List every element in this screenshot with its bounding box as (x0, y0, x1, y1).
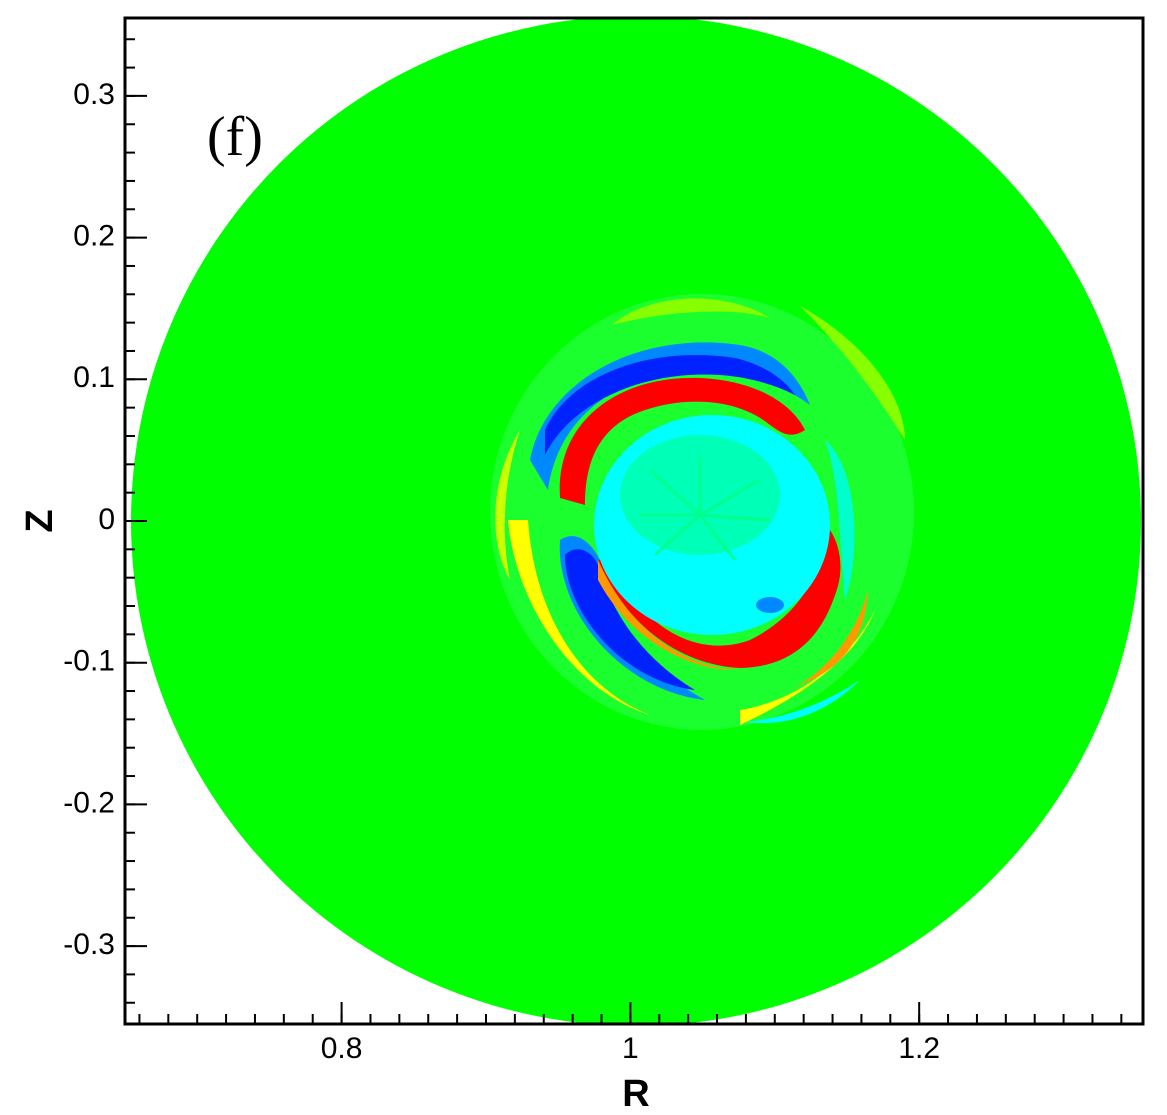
y-tick-label: -0.1 (63, 645, 115, 678)
x-tick-label: 0.8 (321, 1032, 363, 1065)
mode-structure (490, 294, 914, 730)
x-tick-label: 1.2 (898, 1032, 940, 1065)
y-axis-label: Z (19, 509, 61, 532)
red-arc-lower-edge (598, 560, 740, 671)
core-star (640, 455, 771, 561)
x-axis-ticks: 0.8 1 1.2 (138, 1002, 1123, 1065)
y-tick-label: -0.2 (63, 786, 115, 819)
outer-crescent-left (495, 430, 520, 580)
y-tick-label: 0.1 (73, 361, 115, 394)
y-tick-label: -0.3 (63, 928, 115, 961)
y-axis-ticks: 0.3 0.2 0.1 0 -0.1 -0.2 -0.3 (63, 38, 147, 1004)
cyan-outer-bottom (745, 680, 860, 724)
yellow-arc-lower-left (508, 520, 650, 715)
yellow-arc-lower-right (740, 610, 875, 725)
x-tick-label: 1 (622, 1032, 639, 1065)
red-arc-upper (559, 377, 805, 505)
y-tick-label: 0 (98, 503, 115, 536)
y-tick-label: 0.2 (73, 220, 115, 253)
y-tick-label: 0.3 (73, 78, 115, 111)
panel-label: (f) (207, 106, 263, 168)
outer-crescent-top (612, 298, 770, 325)
blue-crescent-bottom-core (565, 549, 695, 690)
orange-arc-right (790, 590, 868, 690)
blue-crescent-top-core (545, 354, 795, 455)
cyan-outer-right (825, 440, 855, 600)
x-axis-label: R (622, 1073, 649, 1115)
red-arc-lower (598, 530, 841, 668)
inner-blue-spot (756, 597, 784, 613)
